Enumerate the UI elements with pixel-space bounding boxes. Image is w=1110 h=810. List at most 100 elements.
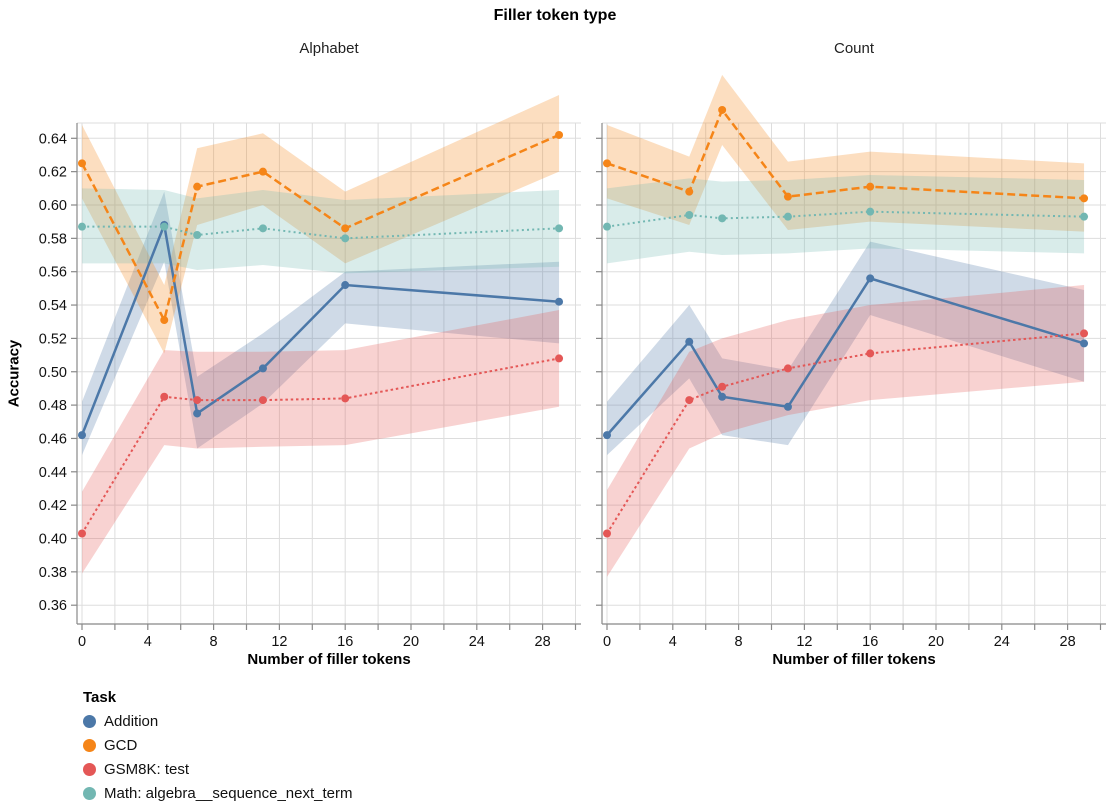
data-point	[258, 364, 267, 373]
data-point	[866, 182, 875, 191]
series-line	[82, 225, 560, 240]
x-tick-label: 12	[271, 634, 287, 650]
legend-item-label: GCD	[104, 736, 138, 754]
y-axis-title: Accuracy	[5, 339, 23, 408]
data-point	[341, 394, 350, 403]
data-point	[160, 222, 169, 231]
data-point	[1080, 329, 1089, 338]
series-line	[80, 220, 560, 436]
legend-swatch	[83, 762, 96, 776]
facet-label-count: Count	[833, 40, 875, 57]
y-tick-label: 0.54	[39, 298, 67, 314]
data-point	[555, 354, 564, 363]
data-point	[78, 222, 86, 231]
data-point	[78, 159, 86, 168]
data-point	[160, 316, 169, 325]
data-point	[341, 281, 350, 290]
data-point	[603, 529, 611, 538]
legend-item-gsm8k: GSM8K: test	[83, 757, 353, 781]
y-tick-label: 0.42	[39, 498, 67, 514]
confidence-band	[607, 174, 1085, 264]
data-point	[603, 159, 611, 168]
y-tick-label: 0.38	[39, 565, 67, 581]
y-tick-label: 0.44	[39, 465, 67, 481]
confidence-band	[82, 188, 560, 274]
chart-title: Filler token type	[493, 7, 617, 24]
x-tick-label: 4	[144, 634, 152, 650]
data-point	[1080, 212, 1089, 221]
data-point	[555, 224, 564, 233]
data-point	[718, 214, 727, 223]
x-tick-label: 16	[337, 634, 353, 650]
x-tick-label: 0	[603, 634, 611, 650]
data-point	[193, 409, 202, 418]
data-point	[685, 337, 694, 346]
data-point	[341, 224, 350, 233]
legend-item-label: GSM8K: test	[104, 760, 190, 778]
data-point	[258, 224, 267, 233]
legend-item-label: Addition	[104, 712, 159, 730]
data-point	[1080, 194, 1089, 203]
x-tick-label: 24	[994, 634, 1010, 650]
legend-swatch	[83, 786, 96, 800]
series-line	[80, 133, 560, 324]
confidence-band	[607, 241, 1085, 456]
data-point	[718, 105, 727, 114]
data-point	[193, 182, 202, 191]
data-point	[866, 207, 875, 216]
data-point	[555, 297, 564, 306]
data-point	[718, 392, 727, 401]
x-tick-label: 24	[469, 634, 485, 650]
x-axis-title-left: Number of filler tokens	[247, 651, 411, 668]
facet-label-alphabet: Alphabet	[299, 40, 359, 57]
series-line	[606, 107, 1085, 200]
y-tick-label: 0.46	[39, 431, 67, 447]
x-tick-label: 20	[403, 634, 419, 650]
confidence-band	[607, 285, 1085, 577]
data-point	[78, 431, 86, 440]
x-tick-label: 4	[669, 634, 677, 650]
x-tick-label: 20	[928, 634, 944, 650]
y-tick-label: 0.58	[39, 231, 67, 247]
legend-item-gcd: GCD	[83, 733, 353, 757]
x-tick-label: 0	[78, 634, 86, 650]
y-tick-label: 0.62	[39, 165, 67, 181]
series-line	[606, 276, 1085, 436]
data-point	[783, 402, 792, 411]
confidence-band	[82, 94, 560, 354]
y-tick-label: 0.52	[39, 331, 67, 347]
data-point	[341, 234, 350, 243]
y-tick-label: 0.56	[39, 265, 67, 281]
data-point	[685, 187, 694, 196]
data-point	[555, 130, 564, 139]
x-tick-label: 12	[796, 634, 812, 650]
data-point	[160, 392, 169, 401]
y-tick-label: 0.40	[39, 532, 67, 548]
y-tick-label: 0.36	[39, 598, 67, 614]
data-point	[193, 396, 202, 405]
data-point	[718, 382, 727, 391]
legend-swatch	[83, 738, 96, 752]
x-axis-title-right: Number of filler tokens	[772, 651, 936, 668]
x-tick-label: 8	[210, 634, 218, 650]
data-point	[258, 396, 267, 405]
data-point	[258, 167, 267, 176]
series-line	[606, 210, 1085, 228]
y-tick-label: 0.60	[39, 198, 67, 214]
data-point	[78, 529, 86, 538]
data-point	[866, 349, 875, 358]
y-tick-label: 0.64	[39, 131, 67, 147]
legend-swatch	[83, 714, 96, 728]
legend-item-math: Math: algebra__sequence_next_term	[83, 781, 353, 805]
legend-title: Task	[83, 689, 117, 706]
data-point	[685, 396, 694, 405]
data-point	[783, 212, 792, 221]
data-point	[866, 274, 875, 283]
data-point	[685, 211, 694, 220]
series-line	[81, 357, 560, 535]
legend: Task Addition GCD GSM8K: test Math: alge…	[83, 687, 353, 805]
confidence-band	[82, 310, 560, 574]
data-point	[783, 192, 792, 201]
data-point	[603, 431, 611, 440]
